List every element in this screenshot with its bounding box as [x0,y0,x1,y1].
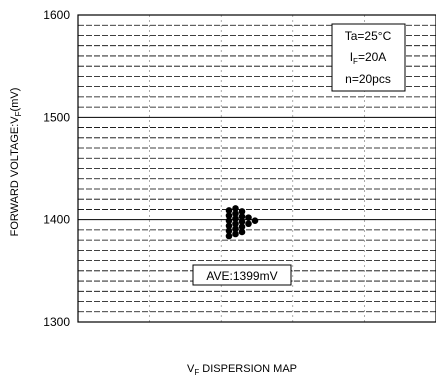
y-axis-label: FORWARD VOLTAGE:VF(mV) [9,88,23,237]
data-point [225,207,233,214]
data-point [225,222,233,230]
y-tick-label: 1300 [43,315,70,329]
data-point [225,212,233,219]
data-point [245,220,252,228]
data-point [225,217,233,224]
data-point [225,227,233,235]
x-axis-label: VF DISPERSION MAP [187,363,297,376]
y-tick-label: 1500 [43,110,70,124]
condition-ta: Ta=25°C [345,29,392,43]
data-point [238,208,246,215]
data-point [232,225,239,233]
data-points [225,205,259,240]
data-point [238,218,246,226]
y-tick-labels: 1300 1400 1500 1600 [43,8,70,329]
data-point [245,214,252,221]
x-axis-label-rest: DISPERSION MAP [199,363,297,375]
condition-if-rest: =20A [358,50,386,64]
data-point [232,205,239,212]
average-label: AVE:1399mV [206,269,277,283]
data-point [232,215,239,222]
data-point [238,228,246,236]
data-point [225,232,233,240]
data-point [232,220,239,228]
data-point [232,210,239,217]
condition-n: n=20pcs [345,72,391,86]
y-axis-label-unit: (mV) [9,88,21,112]
condition-if-sub: F [353,57,358,66]
x-axis-label-sub: F [194,368,199,376]
data-point [238,213,246,220]
data-point [251,217,259,224]
data-point [238,223,246,231]
y-axis-label-sub: F [14,111,23,116]
y-tick-label: 1400 [43,213,70,227]
y-tick-label: 1600 [43,8,70,22]
plot-frame [77,14,436,323]
conditions-box: Ta=25°C IF=20A n=20pcs [331,23,406,92]
average-box: AVE:1399mV [192,264,292,286]
condition-if: IF=20A [350,50,387,66]
data-point [232,230,239,238]
